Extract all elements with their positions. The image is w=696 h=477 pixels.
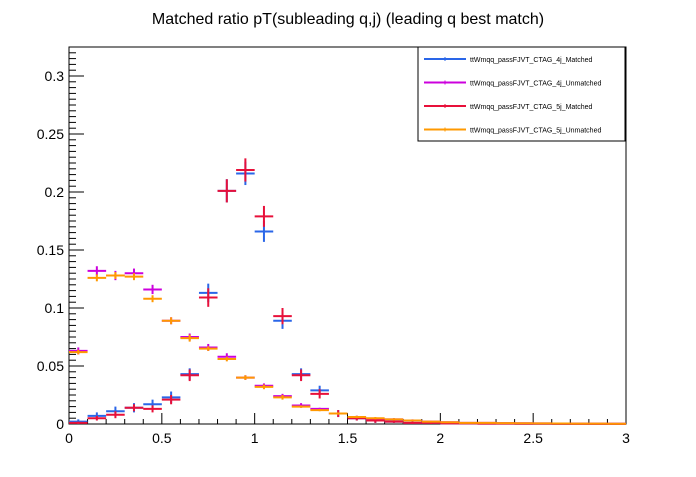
x-tick-label: 1.5 [338,430,358,446]
data-point [88,274,107,281]
x-tick-label: 1 [251,430,259,446]
data-point [552,423,571,424]
data-point [273,308,292,324]
data-point [292,369,311,381]
data-point [143,285,162,294]
x-tick-label: 2.5 [523,430,543,446]
legend-label: ttWmqq_passFJVT_CTAG_4j_Matched [470,57,593,64]
data-point [533,423,552,424]
data-point [459,422,478,423]
data-point [366,417,385,419]
series-layer [69,158,626,424]
data-point [403,422,422,424]
data-point [199,288,218,307]
data-point [440,422,459,423]
y-tick-label: 0.15 [37,242,64,258]
data-point [329,412,348,414]
y-tick-label: 0.2 [45,184,65,200]
data-point [403,420,422,422]
chart-title: Matched ratio pT(subleading q,j) (leadin… [152,11,544,28]
y-tick-label: 0.05 [37,358,64,374]
data-point [125,273,144,280]
data-point [236,375,255,380]
data-point [218,179,237,202]
y-tick-label: 0.3 [45,68,65,84]
data-point [143,405,162,412]
data-point [385,418,404,420]
legend-label: ttWmqq_passFJVT_CTAG_5j_Matched [470,104,593,111]
data-point [69,422,88,424]
y-tick-label: 0.1 [45,300,65,316]
x-tick-label: 2 [436,430,444,446]
data-point [106,272,125,279]
data-point [292,405,311,407]
data-point [348,416,367,418]
y-tick-label: 0.25 [37,126,64,142]
legend-label: ttWmqq_passFJVT_CTAG_5j_Unmatched [470,128,601,135]
legend-label: ttWmqq_passFJVT_CTAG_4j_Unmatched [470,81,601,88]
data-point [180,335,199,342]
x-tick-label: 3 [622,430,630,446]
x-tick-label: 0 [65,430,73,446]
data-point [236,158,255,181]
data-point [515,423,534,424]
data-point [106,411,125,418]
x-tick-label: 0.5 [152,430,172,446]
data-point [143,295,162,302]
data-point [385,421,404,423]
data-point [422,421,441,422]
data-point [255,206,274,227]
data-point [477,422,496,423]
legend: ttWmqq_passFJVT_CTAG_4j_Matched ttWmqq_pa… [418,47,625,141]
data-point [496,423,515,424]
data-point [180,369,199,381]
data-point [162,317,181,324]
data-point [88,266,107,275]
data-point [310,409,329,411]
data-point [125,404,144,411]
y-tick-label: 0 [56,416,64,432]
